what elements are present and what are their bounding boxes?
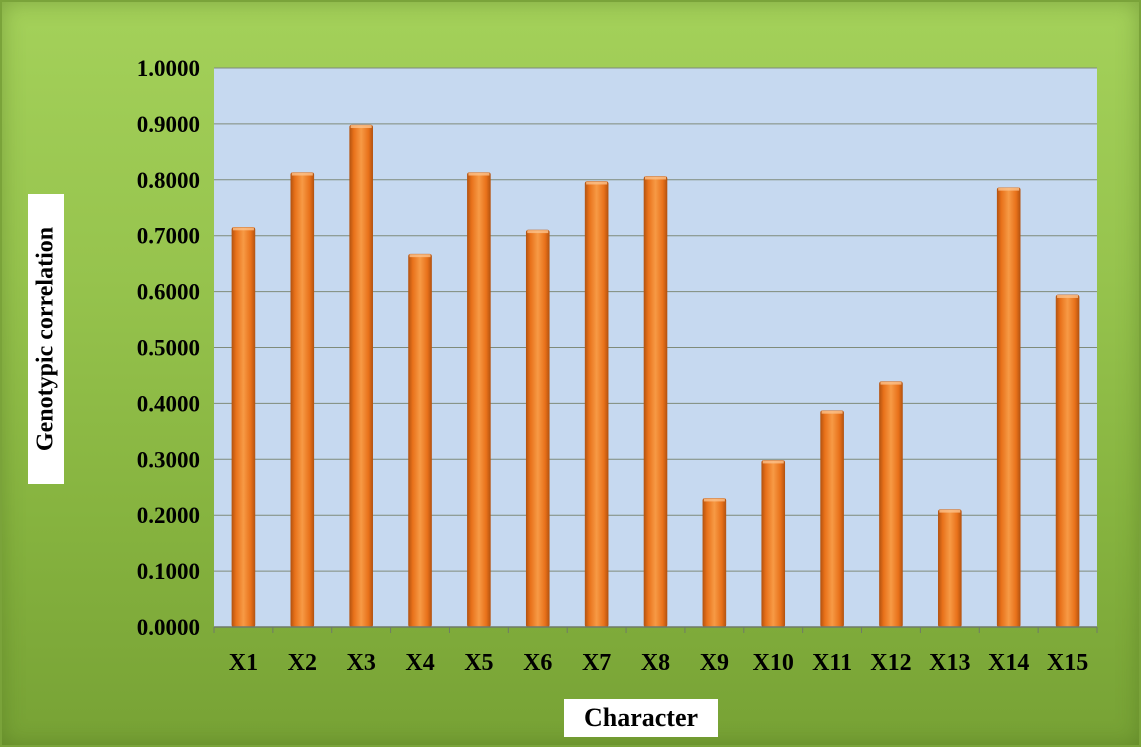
y-tick-label: 0.5000 [137, 336, 200, 361]
x-tick-labels: X1 X2 X3 X4 X5 X6 X7 X8 X9 X10 X11 X12 X13 X14 X15 [213, 627, 1098, 676]
bar-x10 [761, 460, 786, 628]
x-tick-label: X12 [870, 650, 911, 676]
bar-x6 [525, 229, 550, 628]
x-tick-label: X9 [700, 650, 729, 676]
bar-x8 [643, 176, 668, 628]
bar-highlight [350, 125, 372, 129]
bar-highlight [645, 176, 666, 180]
y-tick-label: 0.8000 [137, 168, 200, 193]
y-tick-label: 0.2000 [137, 503, 200, 528]
bar-x11 [820, 410, 844, 628]
y-tick-label: 0.4000 [137, 391, 200, 416]
y-tick-label: 0.1000 [137, 559, 200, 584]
x-tick-label: X10 [753, 650, 794, 676]
x-tick-label: X8 [641, 650, 670, 676]
x-tick-label: X13 [929, 650, 970, 676]
bars [231, 124, 1080, 628]
bar-highlight [998, 187, 1020, 191]
bar-highlight [1057, 294, 1079, 298]
bar-x13 [938, 509, 962, 628]
y-tick-labels: 0.0000 0.1000 0.2000 0.3000 0.4000 0.5000 0.60… [137, 56, 200, 640]
x-tick-label: X1 [229, 650, 258, 676]
bar-x12 [879, 381, 903, 628]
bar-highlight [468, 172, 490, 176]
x-tick-label: X15 [1047, 650, 1088, 676]
y-tick-label: 0.9000 [137, 112, 200, 137]
y-tick-label: 1.0000 [137, 56, 200, 81]
x-axis-title: Character [564, 699, 718, 737]
bar-highlight [232, 227, 254, 231]
y-tick-label: 0.3000 [137, 447, 200, 472]
bar-highlight [291, 172, 313, 176]
y-tick-label: 0.7000 [137, 224, 200, 249]
bar-x7 [584, 181, 609, 628]
y-axis-title: Genotypic correlation [28, 194, 64, 484]
bar-highlight [703, 498, 725, 502]
y-tick-label: 0.6000 [137, 280, 200, 305]
bar-highlight [527, 230, 549, 234]
x-tick-label: X2 [288, 650, 317, 676]
x-tick-label: X6 [523, 650, 552, 676]
y-tick-label: 0.0000 [137, 615, 200, 640]
bar-highlight [409, 254, 431, 258]
bar-highlight [939, 509, 961, 513]
bar-x3 [349, 124, 373, 628]
x-tick-label: X3 [346, 650, 375, 676]
bar-highlight [880, 381, 902, 385]
bar-highlight [762, 460, 784, 464]
bar-highlight [821, 410, 843, 414]
bar-x1 [231, 227, 256, 628]
x-tick-label: X14 [988, 650, 1029, 676]
bar-x5 [467, 172, 491, 628]
x-tick-label: X4 [405, 650, 434, 676]
bar-x2 [290, 172, 315, 628]
bar-x15 [1055, 294, 1080, 628]
bar-highlight [586, 181, 608, 185]
x-tick-label: X5 [464, 650, 493, 676]
bar-x9 [702, 498, 727, 628]
x-tick-label: X11 [812, 650, 852, 676]
bar-x4 [408, 253, 432, 628]
bar-x14 [996, 187, 1021, 628]
y-axis-title-text: Genotypic correlation [32, 226, 59, 452]
x-tick-label: X7 [582, 650, 611, 676]
